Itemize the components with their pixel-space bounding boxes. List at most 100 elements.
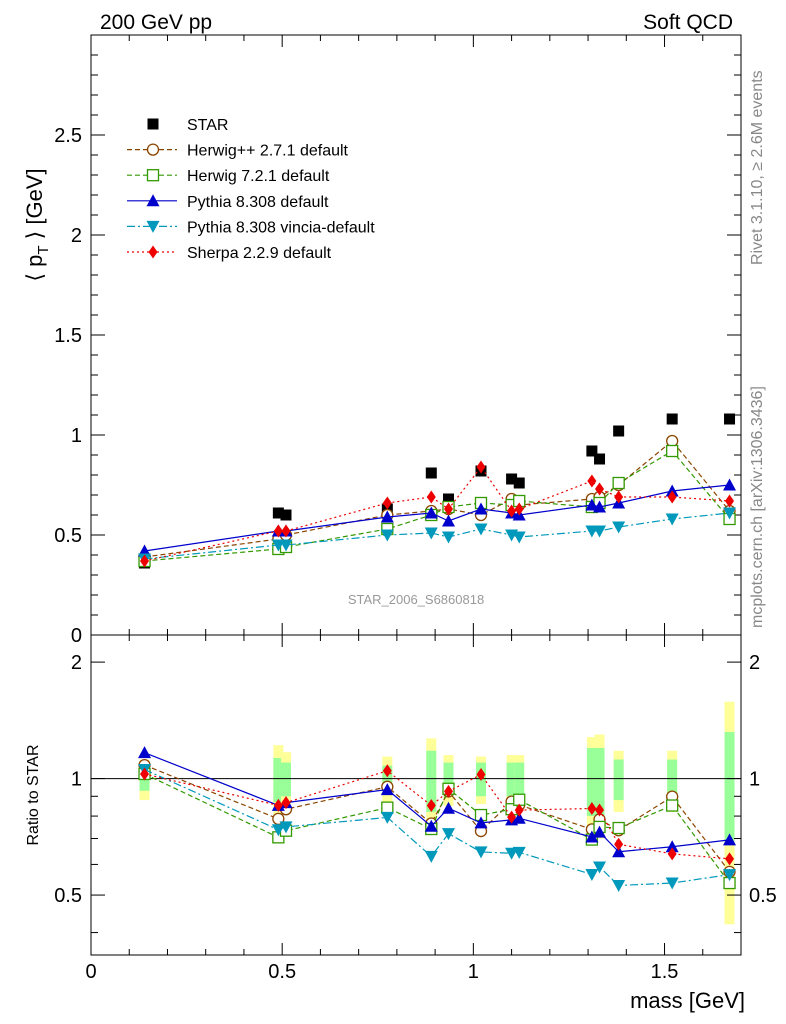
ratio-band-inner [382,765,393,793]
ratio-point-pythia-8-308-vincia-default [279,821,293,834]
y-axis-label: ⟨ pT ⟩ [GeV] [22,168,52,281]
point-herwig-7-2-1-default [666,444,679,458]
point-pythia-8-308-default [585,498,599,511]
point-star [586,445,598,457]
point-herwig-7-2-1-default [612,476,625,490]
point-star [443,493,454,505]
point-star [272,507,284,519]
ratio-point-sherpa-2-2-9-default [667,847,677,861]
point-sherpa-2-2-9-default [273,524,283,538]
point-sherpa-2-2-9-default [426,490,436,504]
ratio-point-sherpa-2-2-9-default [725,852,735,866]
legend-label-pythia-8-308-default: Pythia 8.308 default [187,194,329,211]
point-pythia-8-308-vincia-default [424,527,438,540]
ratio-point-pythia-8-308-default [442,801,455,814]
ratio-band-inner [667,759,678,801]
ratio-point-pythia-8-308-vincia-default [593,861,607,874]
rivet-version-label: Rivet 3.1.10, ≥ 2.6M events [749,70,766,265]
ratio-point-pythia-8-308-vincia-default [612,879,626,892]
point-pythia-8-308-default [723,478,737,491]
x-tick-label: 0.5 [268,961,296,983]
ratio-frame [90,634,742,956]
point-pythia-8-308-default [424,506,438,519]
main-axis-ticks: 0 0.5 1 1.5 2 2.5 [54,35,742,647]
ratio-point-pythia-8-308-vincia-default [442,828,455,841]
x-axis-label: mass [GeV] [630,988,745,1013]
legend-marker-herwig-2-7-1-default [146,143,160,156]
process-label: Soft QCD [643,11,733,34]
x-tick-label: 0 [85,961,96,983]
ratio-band-inner [443,762,454,797]
point-star [425,467,437,479]
ratio-point-pythia-8-308-vincia-default [723,869,737,882]
point-sherpa-2-2-9-default [667,490,677,504]
point-sherpa-2-2-9-default [595,482,605,496]
ratio-point-pythia-8-308-vincia-default [512,846,526,859]
point-sherpa-2-2-9-default [382,496,392,510]
ratio-tick-label: 2 [71,652,82,674]
ratio-point-sherpa-2-2-9-default [476,768,486,782]
point-star [594,453,606,465]
point-star [513,477,525,489]
ratio-line-herwig-2-7-1-default [144,764,731,873]
series-line-pythia-8-308-vincia-default [144,512,730,560]
point-sherpa-2-2-9-default [507,504,517,518]
legend-marker-pythia-8-308-vincia-default [146,220,160,233]
legend-label-sherpa-2-2-9-default: Sherpa 2.2.9 default [187,245,332,262]
point-pythia-8-308-vincia-default [593,525,607,538]
point-sherpa-2-2-9-default [444,502,453,516]
main-panel: 0 0.5 1 1.5 2 2.5 STAR_2006_S6860818 ⟨ pT ⟩ [… [22,34,742,647]
ratio-y-axis-label: Ratio to STAR [25,744,42,845]
analysis-watermark: STAR_2006_S6860818 [348,592,484,607]
ratio-band-inner [514,762,525,797]
legend-marker-star [147,118,159,130]
ratio-point-pythia-8-308-vincia-default [665,877,679,890]
ratio-point-pythia-8-308-default [665,840,679,853]
ratio-line-pythia-8-308-default [144,752,730,853]
point-pythia-8-308-vincia-default [442,531,455,544]
legend: STAR Herwig++ 2.7.1 default Herwig 7.2.1 d… [127,117,375,262]
main-series [138,413,737,569]
ratio-point-pythia-8-308-vincia-default [505,847,519,860]
ratio-point-pythia-8-308-vincia-default [380,811,394,824]
y-tick-label: 1 [71,425,82,447]
ratio-point-pythia-8-308-default [612,845,626,858]
point-pythia-8-308-vincia-default [723,507,737,520]
legend-label-herwig-2-7-1-default: Herwig++ 2.7.1 default [187,143,349,160]
ratio-tick-label-right: 1 [749,769,760,791]
y-tick-label: 0.5 [54,525,82,547]
y-tick-label: 1.5 [54,325,82,347]
ratio-point-pythia-8-308-vincia-default [585,868,599,881]
legend-label-star: STAR [187,117,228,134]
point-star [666,413,678,425]
ratio-point-pythia-8-308-default [593,825,607,838]
y-tick-label: 2 [71,225,82,247]
ratio-point-sherpa-2-2-9-default [614,837,624,851]
ratio-band-inner [426,750,437,812]
ratio-point-pythia-8-308-default [424,819,438,832]
ratio-point-pythia-8-308-default [380,783,394,796]
mcplots-source-label: mcplots.cern.ch [arXiv:1306.3436] [749,386,766,628]
ratio-point-pythia-8-308-default [723,833,737,846]
ratio-band-inner [613,759,624,801]
point-pythia-8-308-vincia-default [665,513,679,526]
series-line-herwig-2-7-1-default [144,440,730,558]
ratio-point-pythia-8-308-vincia-default [474,846,488,859]
ratio-point-pythia-8-308-default [585,830,599,843]
ratio-panel: 0 0.5 1 1.5 0.5 0.5 1 1 2 2 Ratio to STAR [25,634,777,983]
point-star [724,413,736,425]
ratio-tick-label: 0.5 [54,885,82,907]
ratio-point-pythia-8-308-default [474,816,488,829]
y-tick-label: 2.5 [54,125,82,147]
point-sherpa-2-2-9-default [281,524,291,538]
point-pythia-8-308-default [442,514,455,527]
ratio-tick-label: 1 [71,769,82,791]
point-pythia-8-308-vincia-default [474,523,488,536]
ratio-point-pythia-8-308-vincia-default [424,850,438,863]
ratio-point-sherpa-2-2-9-default [426,799,436,813]
ratio-tick-label-right: 0.5 [749,885,777,907]
ratio-point-sherpa-2-2-9-default [273,798,283,812]
ratio-point-herwig-7-2-1-default [666,799,679,812]
ratio-axis-ticks: 0 0.5 1 1.5 0.5 0.5 1 1 2 2 [54,652,777,983]
